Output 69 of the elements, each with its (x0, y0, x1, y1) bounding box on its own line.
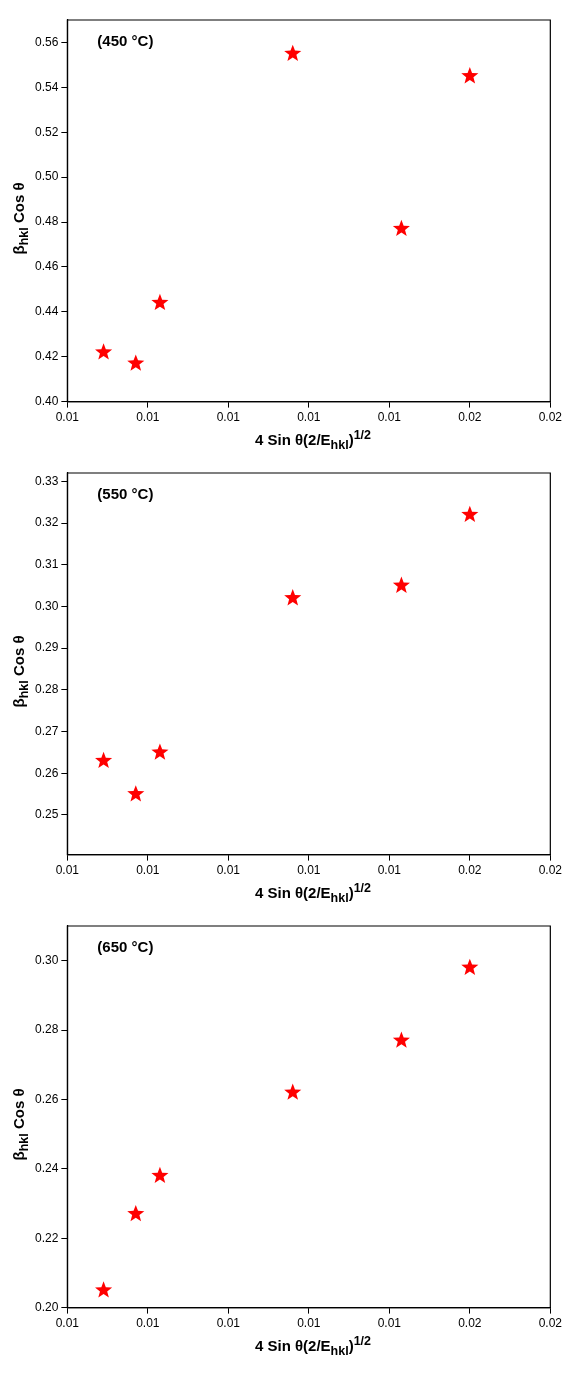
x-tick-label: 0.01 (216, 410, 241, 425)
x-tick-label: 0.01 (136, 863, 160, 878)
y-tick-label: 0.30 (35, 953, 59, 967)
x-tick-label: 0.01 (297, 410, 321, 425)
point (95, 751, 113, 769)
y-tick-label: 0.44 (35, 304, 59, 319)
y-tick-label: 0.25 (35, 807, 59, 822)
point (461, 67, 479, 84)
y-tick-label: 0.28 (35, 682, 59, 697)
text: (550 °C) (97, 484, 154, 502)
point (127, 1204, 145, 1222)
x-axis-title: 4 Sin θ(2/E$_{hkl}$)$^{1/2}$ (253, 428, 373, 452)
y-tick-label: 0.42 (35, 349, 59, 364)
point (151, 1166, 169, 1184)
y-tick-label: 0.26 (35, 765, 59, 780)
y-tick-label: 0.29 (35, 640, 59, 655)
y-tick-label: 0.32 (35, 515, 59, 530)
x-tick-label: 0.02 (538, 863, 563, 878)
point (284, 1083, 302, 1100)
point (127, 785, 145, 802)
x-tick-label: 0.01 (136, 1316, 160, 1331)
point (392, 576, 410, 593)
y-tick-label: 0.20 (35, 1299, 59, 1314)
x-tick-label: 0.01 (377, 1316, 402, 1331)
point (461, 505, 479, 522)
x-tick-label: 0.01 (216, 863, 241, 878)
y-tick-label: 0.22 (35, 1230, 59, 1245)
point (127, 354, 145, 371)
point (392, 1031, 410, 1048)
x-tick-label: 0.01 (216, 1316, 241, 1331)
y-tick-label: 0.46 (35, 259, 59, 274)
x-tick-label: 0.01 (297, 863, 321, 878)
x-tick-label: 0.01 (55, 863, 80, 878)
x-tick-label: 0.02 (458, 410, 482, 425)
text: (450 °C) (97, 31, 154, 49)
y-tick-label: 0.27 (35, 723, 59, 738)
y-tick-label: 0.30 (35, 598, 59, 613)
x-tick-label: 0.01 (377, 410, 402, 425)
y-tick-label: 0.24 (35, 1161, 59, 1176)
y-tick-label: 0.52 (35, 124, 59, 139)
y-tick-label: 0.56 (35, 34, 59, 49)
point (284, 44, 302, 61)
x-tick-label: 0.02 (538, 1316, 563, 1331)
point (151, 293, 169, 311)
y-tick-label: 0.40 (35, 393, 59, 408)
point (95, 343, 113, 360)
x-tick-label: 0.01 (297, 1316, 321, 1331)
point (392, 219, 410, 237)
x-tick-label: 0.01 (136, 410, 160, 425)
y-tick-label: 0.50 (35, 169, 59, 184)
x-tick-label: 0.02 (538, 410, 563, 425)
y-tick-label: 0.28 (35, 1022, 59, 1037)
y-tick-label: 0.31 (35, 557, 59, 572)
y-tick-label: 0.48 (35, 214, 59, 229)
x-tick-label: 0.01 (377, 863, 402, 878)
x-axis-title: 4 Sin θ(2/E$_{hkl}$)$^{1/2}$ (253, 881, 373, 905)
y-tick-label: 0.54 (35, 79, 59, 94)
x-axis-title: 4 Sin θ(2/E$_{hkl}$)$^{1/2}$ (253, 1334, 373, 1358)
point (151, 743, 169, 760)
point (95, 1281, 113, 1298)
x-tick-label: 0.02 (458, 1316, 482, 1331)
x-tick-label: 0.01 (55, 410, 80, 425)
point (284, 589, 302, 606)
point (461, 958, 479, 975)
x-tick-label: 0.01 (55, 1316, 80, 1331)
y-tick-label: 0.26 (35, 1091, 59, 1106)
x-tick-label: 0.02 (458, 863, 482, 878)
y-tick-label: 0.33 (35, 473, 59, 488)
text: (650 °C) (97, 937, 154, 955)
